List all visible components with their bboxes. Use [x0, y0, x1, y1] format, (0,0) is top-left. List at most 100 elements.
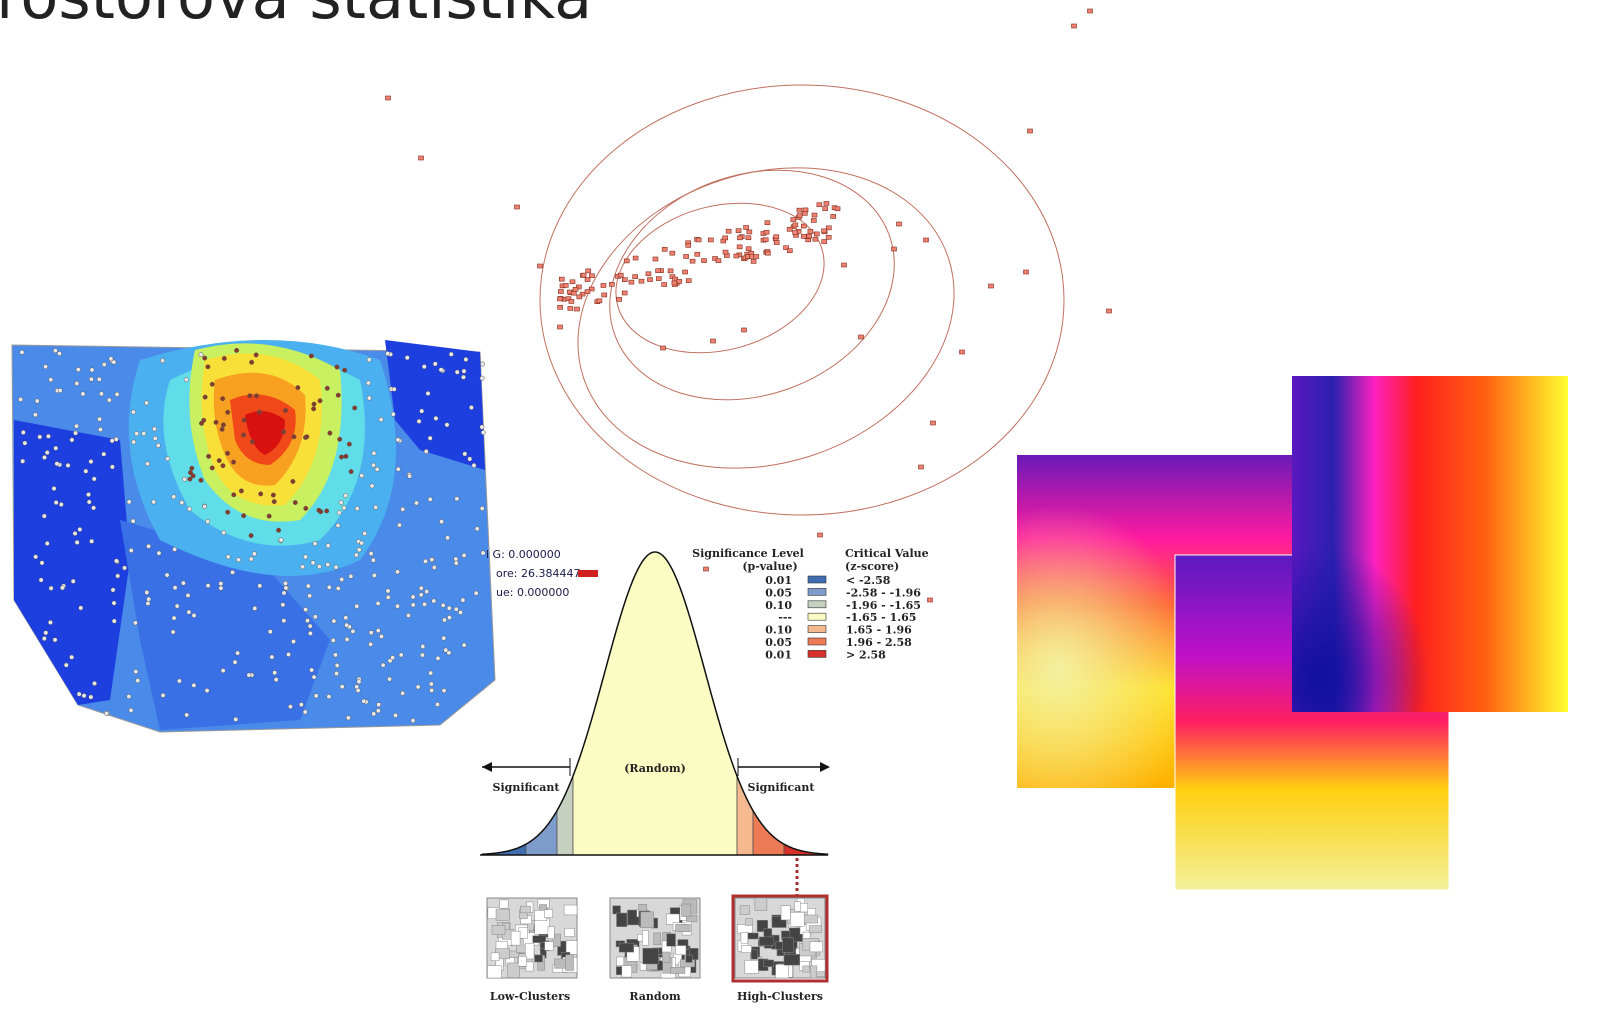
thumb-poly	[526, 962, 533, 971]
sample-point	[339, 455, 343, 459]
sample-point	[214, 420, 218, 424]
scatter-point	[765, 221, 770, 225]
thumb-poly	[545, 942, 554, 951]
thumb-poly	[511, 931, 520, 945]
sample-point	[314, 694, 318, 698]
sample-point	[386, 595, 390, 599]
sample-point	[248, 394, 252, 398]
sample-point	[308, 624, 312, 628]
thumb-poly	[763, 960, 773, 967]
sample-point	[357, 679, 361, 683]
sample-point	[45, 450, 49, 454]
sample-point	[305, 618, 309, 622]
slide-title: Prostorová statistika	[0, 0, 592, 33]
scatter-point	[817, 203, 822, 207]
sample-point	[81, 392, 85, 396]
thumb-poly	[643, 948, 659, 964]
sample-point	[241, 433, 245, 437]
sample-point	[231, 460, 235, 464]
scatter-point	[622, 278, 627, 282]
sample-point	[426, 391, 430, 395]
sample-point	[122, 566, 126, 570]
sample-point	[293, 500, 297, 504]
scatter-point	[558, 289, 563, 293]
legend-p: 0.05	[765, 636, 792, 649]
sample-point	[157, 551, 161, 555]
sample-point	[184, 378, 188, 382]
sample-point	[377, 702, 381, 706]
legend-swatch	[808, 613, 826, 620]
sample-point	[307, 594, 311, 598]
sample-point	[188, 477, 192, 481]
sample-point	[281, 430, 285, 434]
ellipse	[577, 132, 927, 439]
sample-point	[104, 711, 108, 715]
sample-point	[344, 616, 348, 620]
sample-point	[142, 431, 146, 435]
sample-point	[355, 604, 359, 608]
sample-point	[181, 581, 185, 585]
sample-point	[337, 437, 341, 441]
scatter-point	[419, 156, 424, 160]
sample-point	[357, 548, 361, 552]
sample-point	[313, 615, 317, 619]
sample-point	[75, 381, 79, 385]
sample-point	[318, 399, 322, 403]
sample-point	[55, 462, 59, 466]
sample-point	[232, 493, 236, 497]
map-label: High-Clusters	[737, 990, 823, 1003]
sample-point	[199, 478, 203, 482]
sample-point	[305, 435, 309, 439]
scatter-point	[559, 277, 564, 281]
sample-point	[288, 704, 292, 708]
sample-point	[400, 507, 404, 511]
significant-label: Significant	[748, 781, 816, 794]
thumb-poly	[759, 937, 774, 945]
sample-point	[134, 669, 138, 673]
legend-z: 1.65 - 1.96	[846, 624, 912, 637]
sample-point	[376, 709, 380, 713]
sample-point	[131, 410, 135, 414]
sample-point	[336, 523, 340, 527]
sample-point	[86, 492, 90, 496]
sample-point	[54, 500, 58, 504]
sample-point	[192, 613, 196, 617]
sample-point	[306, 584, 310, 588]
sample-point	[42, 455, 46, 459]
thumb-poly	[642, 930, 648, 945]
sample-point	[38, 435, 42, 439]
scatter-point	[737, 236, 742, 240]
sample-point	[254, 353, 258, 357]
sample-point	[366, 381, 370, 385]
scatter-point	[653, 257, 658, 261]
sample-point	[230, 570, 234, 574]
sample-point	[23, 441, 27, 445]
sample-point	[89, 377, 93, 381]
sample-point	[161, 693, 165, 697]
sample-point	[234, 348, 238, 352]
thumb-poly	[544, 910, 552, 918]
sample-point	[131, 519, 135, 523]
sample-point	[441, 603, 445, 607]
sample-point	[428, 671, 432, 675]
sample-point	[199, 352, 203, 356]
scatter-point	[801, 224, 806, 228]
sample-point	[98, 427, 102, 431]
sample-point	[70, 438, 74, 442]
sample-point	[146, 601, 150, 605]
sample-point	[309, 668, 313, 672]
sample-point	[352, 406, 356, 410]
sample-point	[474, 591, 478, 595]
sample-point	[48, 620, 52, 624]
sample-point	[206, 365, 210, 369]
legend-swatch	[808, 588, 826, 595]
sample-point	[127, 500, 131, 504]
thumb-poly	[535, 919, 550, 935]
sample-point	[411, 603, 415, 607]
sample-point	[39, 578, 43, 582]
sample-point	[349, 469, 353, 473]
sample-point	[344, 454, 348, 458]
significance-legend: Significance Level (p-value) Critical Va…	[692, 547, 928, 661]
sample-point	[82, 694, 86, 698]
sample-point	[91, 506, 95, 510]
